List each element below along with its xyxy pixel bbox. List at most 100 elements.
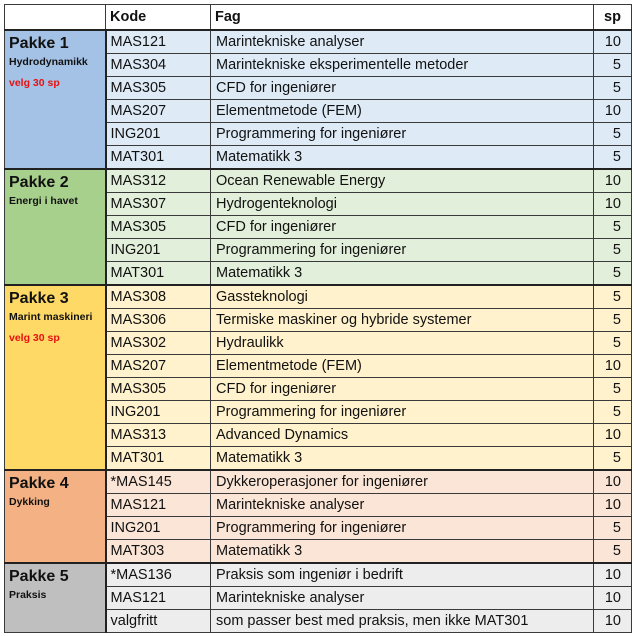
course-credits-cell: 10 bbox=[593, 562, 632, 587]
course-name-cell: Marintekniske analyser bbox=[210, 493, 594, 517]
package-note: velg 30 sp bbox=[9, 77, 60, 89]
course-name-cell: Programmering for ingeniører bbox=[210, 400, 594, 424]
course-credits-cell: 5 bbox=[593, 308, 632, 332]
course-name-cell: Dykkeroperasjoner for ingeniører bbox=[210, 469, 594, 494]
package-subtitle: Hydrodynamikk bbox=[9, 56, 88, 68]
package-cell: Pakke 2 Energi i havet bbox=[4, 168, 107, 286]
course-code-cell: valgfritt bbox=[105, 609, 211, 633]
table-row: MAS306 Termiske maskiner og hybride syste… bbox=[5, 308, 632, 332]
course-credits-cell: 5 bbox=[593, 446, 632, 471]
course-code-cell: *MAS145 bbox=[105, 469, 211, 494]
course-code-cell: MAT301 bbox=[105, 261, 211, 286]
course-credits-cell: 10 bbox=[593, 192, 632, 216]
course-name-cell: Ocean Renewable Energy bbox=[210, 168, 594, 193]
table-row: Pakke 2 Energi i havet MAS312 Ocean Renewab… bbox=[4, 168, 632, 286]
course-name-cell: Gassteknologi bbox=[210, 284, 594, 309]
table-row: ING201 Programmering for ingeniører 5 bbox=[5, 122, 632, 146]
package-cell: Pakke 3 Marint maskineri velg 30 sp bbox=[4, 284, 107, 471]
course-name-cell: Marintekniske analyser bbox=[210, 586, 594, 610]
course-name-cell: Praksis som ingeniør i bedrift bbox=[210, 562, 594, 587]
course-code-cell: MAT301 bbox=[105, 446, 211, 471]
course-credits-cell: 5 bbox=[593, 238, 632, 262]
course-credits-cell: 5 bbox=[593, 145, 632, 170]
package-note: velg 30 sp bbox=[9, 332, 60, 344]
table-row: ING201 Programmering for ingeniører 5 bbox=[5, 400, 632, 424]
course-credits-cell: 5 bbox=[593, 331, 632, 355]
course-name-cell: CFD for ingeniører bbox=[210, 377, 594, 401]
course-credits-cell: 5 bbox=[593, 284, 632, 309]
course-code-cell: ING201 bbox=[105, 516, 211, 540]
package-name: Pakke 4 bbox=[9, 475, 69, 492]
course-credits-cell: 5 bbox=[593, 377, 632, 401]
course-credits-cell: 10 bbox=[593, 469, 632, 494]
course-credits-cell: 5 bbox=[593, 400, 632, 424]
course-credits-cell: 5 bbox=[593, 76, 632, 100]
table-row: MAS305 CFD for ingeniører 5 bbox=[5, 76, 632, 100]
course-code-cell: MAS305 bbox=[105, 76, 211, 100]
table-row: valgfritt som passer best med praksis, me… bbox=[5, 609, 632, 633]
course-name-cell: Termiske maskiner og hybride systemer bbox=[210, 308, 594, 332]
package-subtitle: Energi i havet bbox=[9, 195, 78, 207]
package-cell: Pakke 5 Praksis bbox=[4, 562, 107, 633]
course-name-cell: Matematikk 3 bbox=[210, 539, 594, 564]
course-credits-cell: 5 bbox=[593, 261, 632, 286]
table-row: MAS305 CFD for ingeniører 5 bbox=[5, 215, 632, 239]
course-credits-cell: 10 bbox=[593, 586, 632, 610]
course-name-cell: CFD for ingeniører bbox=[210, 76, 594, 100]
course-code-cell: MAT303 bbox=[105, 539, 211, 564]
table-row: MAS207 Elementmetode (FEM) 10 bbox=[5, 99, 632, 123]
course-name-cell: som passer best med praksis, men ikke MA… bbox=[210, 609, 594, 633]
package-subtitle: Marint maskineri bbox=[9, 311, 93, 323]
course-code-cell: MAS313 bbox=[105, 423, 211, 447]
course-name-cell: Matematikk 3 bbox=[210, 145, 594, 170]
course-code-cell: MAS121 bbox=[105, 586, 211, 610]
package-subtitle: Dykking bbox=[9, 496, 50, 508]
course-credits-cell: 10 bbox=[593, 99, 632, 123]
course-credits-cell: 10 bbox=[593, 168, 632, 193]
table-row: Pakke 4 Dykking *MAS145 Dykkeroperasjoner f… bbox=[4, 469, 632, 564]
course-code-cell: *MAS136 bbox=[105, 562, 211, 587]
table-row: MAS302 Hydraulikk 5 bbox=[5, 331, 632, 355]
table-row: ING201 Programmering for ingeniører 5 bbox=[5, 238, 632, 262]
course-code-cell: MAS305 bbox=[105, 215, 211, 239]
course-code-cell: MAS307 bbox=[105, 192, 211, 216]
course-code-cell: MAS121 bbox=[105, 29, 211, 54]
table-body: Pakke 1 Hydrodynamikk velg 30 sp MAS121 Mari… bbox=[4, 29, 632, 633]
course-name-cell: Matematikk 3 bbox=[210, 446, 594, 471]
course-code-cell: ING201 bbox=[105, 122, 211, 146]
course-credits-cell: 10 bbox=[593, 609, 632, 633]
course-name-cell: Marintekniske analyser bbox=[210, 29, 594, 54]
course-name-cell: Programmering for ingeniører bbox=[210, 238, 594, 262]
course-code-cell: ING201 bbox=[105, 238, 211, 262]
table-row: MAS313 Advanced Dynamics 10 bbox=[5, 423, 632, 447]
package-cell: Pakke 1 Hydrodynamikk velg 30 sp bbox=[4, 29, 107, 170]
course-code-cell: MAS302 bbox=[105, 331, 211, 355]
course-name-cell: Marintekniske eksperimentelle metoder bbox=[210, 53, 594, 77]
package-name: Pakke 5 bbox=[9, 568, 69, 585]
course-name-cell: Programmering for ingeniører bbox=[210, 516, 594, 540]
course-code-cell: MAT301 bbox=[105, 145, 211, 170]
course-code-cell: ING201 bbox=[105, 400, 211, 424]
table-row: MAS305 CFD for ingeniører 5 bbox=[5, 377, 632, 401]
course-name-cell: Matematikk 3 bbox=[210, 261, 594, 286]
course-code-cell: MAS308 bbox=[105, 284, 211, 309]
course-code-cell: MAS121 bbox=[105, 493, 211, 517]
course-code-cell: MAS306 bbox=[105, 308, 211, 332]
table-row: MAS121 Marintekniske analyser 10 bbox=[5, 493, 632, 517]
package-name: Pakke 3 bbox=[9, 290, 69, 307]
course-name-cell: Programmering for ingeniører bbox=[210, 122, 594, 146]
course-name-cell: Hydraulikk bbox=[210, 331, 594, 355]
header-credits: sp bbox=[593, 4, 632, 31]
package-subtitle: Praksis bbox=[9, 589, 47, 601]
table-row: Pakke 5 Praksis *MAS136 Praksis som ingeniø… bbox=[4, 562, 632, 633]
course-credits-cell: 10 bbox=[593, 29, 632, 54]
course-package-table: Kode Fag sp Pakke 1 Hydrodynamikk velg 30 … bbox=[4, 4, 632, 633]
course-credits-cell: 5 bbox=[593, 215, 632, 239]
course-name-cell: Elementmetode (FEM) bbox=[210, 354, 594, 378]
table-row: ING201 Programmering for ingeniører 5 bbox=[5, 516, 632, 540]
header-subject: Fag bbox=[210, 4, 594, 31]
course-credits-cell: 5 bbox=[593, 539, 632, 564]
